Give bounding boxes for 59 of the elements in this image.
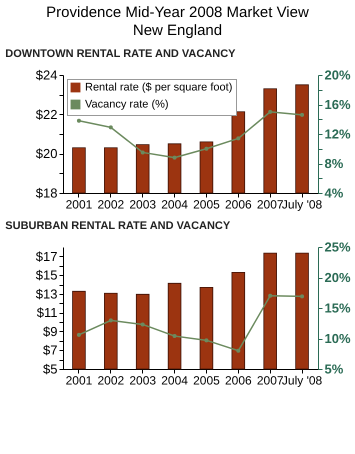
x-tick-label: July '08 — [282, 198, 323, 212]
point — [76, 332, 81, 337]
point — [108, 125, 113, 130]
x-tick-label: 2007 — [256, 198, 284, 212]
x-tick-label: 2003 — [129, 374, 156, 388]
y2-tick-label: 25% — [324, 240, 351, 254]
x-tick-label: 2006 — [224, 198, 252, 212]
y-tick-label: $24 — [36, 68, 58, 82]
y-tick-label: $18 — [36, 186, 58, 200]
y2-tick-label: 15% — [324, 300, 351, 316]
legend-label: Vacancy rate (%) — [85, 98, 169, 110]
y-tick-label: $9 — [43, 324, 58, 339]
y2-tick-label: 20% — [324, 68, 351, 82]
y-tick-label: $7 — [43, 342, 58, 358]
point — [300, 112, 304, 117]
x-tick-label: 2003 — [129, 198, 156, 212]
point — [236, 348, 240, 353]
point — [204, 146, 208, 151]
x-tick-label: 2001 — [66, 198, 93, 212]
legend-label: Rental rate ($ per square foot) — [85, 82, 232, 94]
point — [140, 322, 145, 326]
x-tick-label: 2006 — [224, 374, 252, 388]
x-tick-label: 2007 — [256, 374, 284, 388]
chart-title: SUBURBAN RENTAL RATE AND VACANCY — [5, 220, 231, 232]
point — [172, 156, 177, 160]
x-tick-label: 2002 — [97, 374, 124, 388]
point — [204, 338, 208, 342]
x-tick-label: 2002 — [97, 198, 124, 212]
y2-tick-label: 8% — [324, 156, 344, 171]
chart-title: Providence Mid-Year 2008 Market View — [45, 4, 310, 22]
y-tick-label: $22 — [36, 106, 58, 122]
x-tick-label: 2005 — [193, 198, 220, 212]
point — [140, 150, 145, 154]
point — [172, 334, 177, 338]
y-tick-label: $15 — [36, 268, 58, 283]
point — [108, 318, 113, 322]
y2-tick-label: 5% — [324, 362, 344, 376]
chart-subtitle: New England — [132, 22, 224, 40]
y-tick-label: $17 — [36, 248, 58, 264]
y2-tick-label: 20% — [324, 270, 351, 285]
y-tick-label: $13 — [36, 286, 58, 302]
x-tick-label: 2001 — [66, 374, 93, 388]
point — [236, 136, 240, 140]
point — [300, 294, 304, 298]
x-tick-label: 2004 — [161, 198, 188, 212]
y-tick-label: $11 — [36, 305, 58, 320]
x-tick-label: 2004 — [161, 374, 188, 388]
x-tick-label: July '08 — [282, 374, 323, 388]
y-tick-label: $20 — [36, 146, 58, 162]
point — [268, 294, 272, 298]
point — [268, 110, 272, 114]
y2-tick-label: 12% — [324, 126, 351, 142]
x-tick-label: 2005 — [193, 374, 220, 388]
y2-tick-label: 4% — [324, 186, 344, 200]
y2-tick-label: 16% — [324, 97, 351, 112]
y2-tick-label: 10% — [324, 331, 351, 346]
y-tick-label: $5 — [43, 362, 58, 376]
text: DOWNTOWN RENTAL RATE AND VACANCY — [5, 48, 236, 60]
point — [76, 118, 81, 123]
